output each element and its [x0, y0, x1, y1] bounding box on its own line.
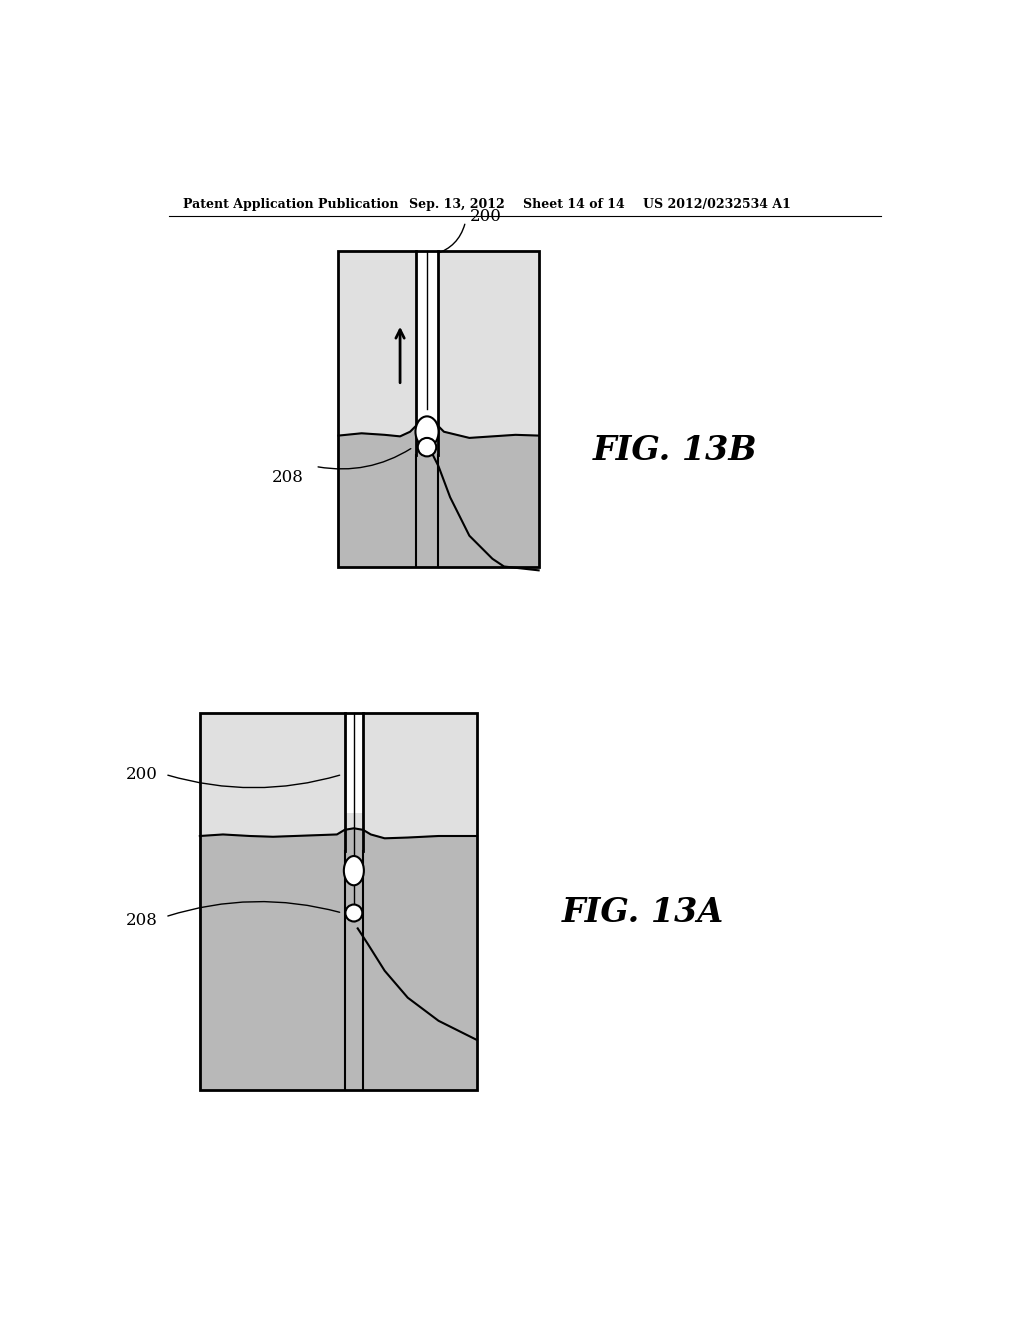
Text: FIG. 13B: FIG. 13B — [593, 434, 757, 467]
Bar — [200, 713, 477, 1090]
Bar — [345, 713, 364, 813]
Ellipse shape — [416, 416, 438, 447]
Text: 208: 208 — [272, 470, 304, 487]
Bar — [339, 251, 539, 566]
Text: Sep. 13, 2012: Sep. 13, 2012 — [410, 198, 505, 211]
Text: US 2012/0232534 A1: US 2012/0232534 A1 — [643, 198, 791, 211]
Circle shape — [418, 438, 436, 457]
Polygon shape — [339, 422, 539, 566]
Polygon shape — [200, 829, 477, 1090]
Text: 200: 200 — [469, 207, 501, 224]
Text: 200: 200 — [126, 766, 158, 783]
Text: Patent Application Publication: Patent Application Publication — [183, 198, 398, 211]
Text: FIG. 13A: FIG. 13A — [562, 896, 724, 929]
Bar — [416, 251, 438, 420]
Text: 208: 208 — [126, 912, 158, 929]
Bar — [200, 713, 477, 1090]
Text: Sheet 14 of 14: Sheet 14 of 14 — [523, 198, 625, 211]
Ellipse shape — [344, 857, 364, 886]
Circle shape — [345, 904, 362, 921]
Bar — [339, 251, 539, 566]
